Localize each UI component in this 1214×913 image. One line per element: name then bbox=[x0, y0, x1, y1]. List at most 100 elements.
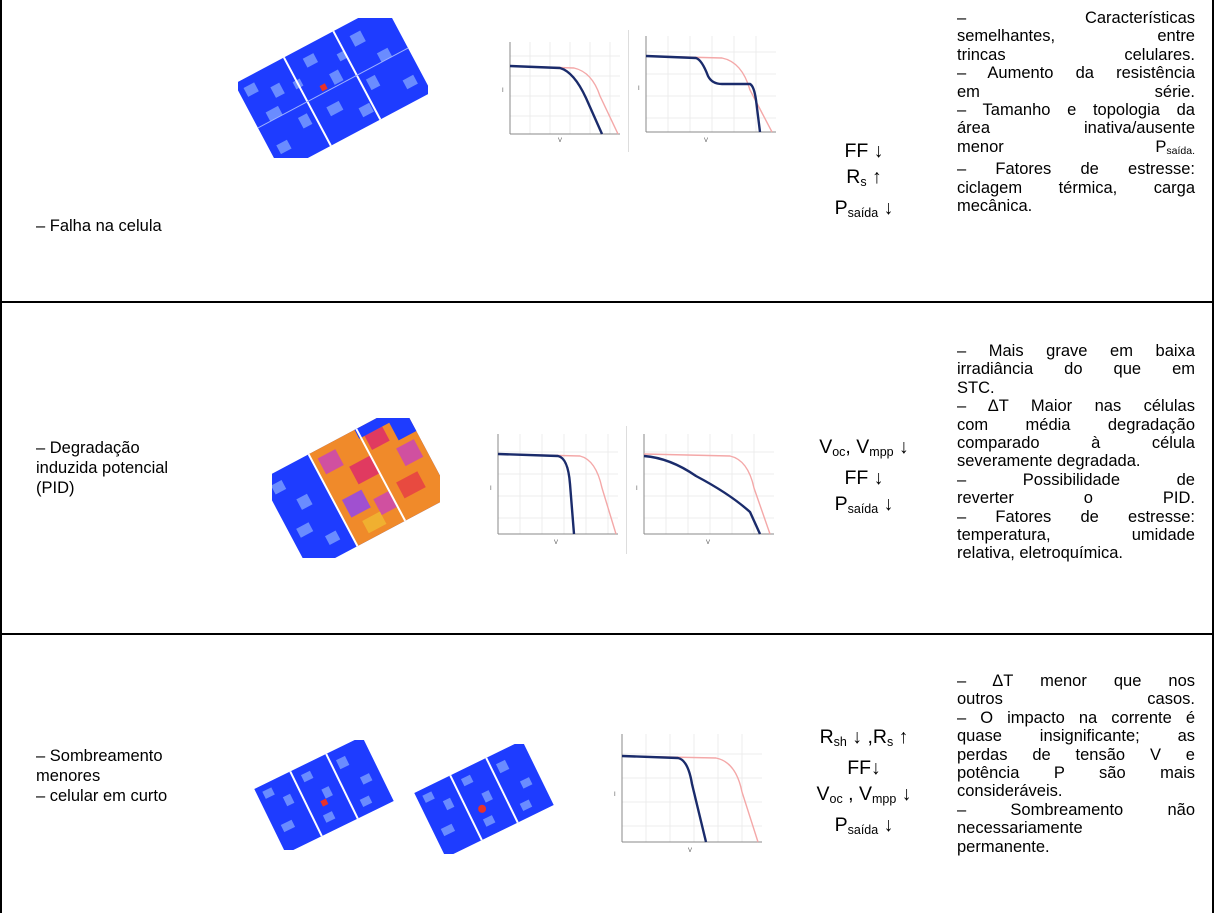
row-label: – Sombreamento menores – celular em curt… bbox=[36, 746, 167, 806]
thermal-image bbox=[238, 18, 428, 158]
y-axis-label: I bbox=[502, 88, 504, 94]
row-label: – Falha na celula bbox=[36, 216, 162, 236]
desc-line: irradiância do que em bbox=[957, 360, 1195, 379]
desc-line: – Possibilidade de bbox=[957, 470, 1195, 489]
module-cells bbox=[262, 755, 373, 833]
desc-line: quase insignificante; as bbox=[957, 727, 1195, 746]
table-right-border bbox=[1212, 0, 1214, 913]
desc-line: em série. bbox=[957, 82, 1195, 101]
param-line: Voc, Vmpp ↓ bbox=[819, 436, 909, 459]
desc-line: relativa, eletroquímica. bbox=[957, 544, 1123, 563]
chart-separator bbox=[626, 426, 627, 554]
desc-line: necessariamente bbox=[957, 819, 1083, 838]
hotspot bbox=[320, 798, 329, 807]
param-line: Psaída ↓ bbox=[834, 493, 894, 516]
desc-line: menor Psaída. bbox=[957, 137, 1195, 157]
desc-line: – Aumento da resistência bbox=[957, 64, 1195, 83]
iv-curve bbox=[509, 64, 604, 135]
hotspot bbox=[478, 804, 487, 813]
description: – Mais grave em baixa irradiância do que… bbox=[957, 342, 1195, 563]
desc-line: – ΔT menor que nos bbox=[957, 672, 1195, 690]
desc-line: permanente. bbox=[957, 837, 1050, 856]
module-cells bbox=[422, 759, 533, 837]
row-label-line: induzida potencial bbox=[36, 459, 169, 477]
electrical-parameters: FF ↓ Rs ↑ Psaída ↓ bbox=[786, 138, 942, 226]
thermal-image-1 bbox=[254, 740, 394, 850]
param-line: FF ↓ bbox=[844, 140, 884, 162]
electrical-parameters: Voc, Vmpp ↓ FF ↓ Psaída ↓ bbox=[786, 434, 942, 522]
thermal-image bbox=[272, 418, 440, 558]
x-axis-label: V bbox=[704, 138, 708, 144]
desc-line: com média degradação bbox=[957, 415, 1195, 434]
desc-line: – Mais grave em baixa bbox=[957, 342, 1195, 360]
row-label: – Degradação induzida potencial (PID) bbox=[36, 438, 168, 498]
iv-curve bbox=[645, 54, 762, 133]
desc-line: STC. bbox=[957, 378, 995, 397]
desc-line: potência P são mais bbox=[957, 764, 1195, 783]
desc-line: ciclagem térmica, carga bbox=[957, 178, 1195, 197]
y-axis-label: I bbox=[638, 86, 640, 92]
reference-curve bbox=[509, 65, 619, 135]
param-line: Psaída ↓ bbox=[834, 197, 894, 220]
desc-line: severamente degradada. bbox=[957, 452, 1141, 471]
desc-line: área inativa/ausente bbox=[957, 119, 1195, 138]
desc-line: – Fatores de estresse: bbox=[957, 160, 1195, 179]
row-label-line: – Degradação bbox=[36, 439, 140, 457]
desc-line: reverter o PID. bbox=[957, 489, 1195, 508]
param-line: Rsh ↓ ,Rs ↑ bbox=[819, 726, 909, 749]
iv-chart-reference: I V bbox=[490, 434, 618, 546]
desc-line: – Fatores de estresse: bbox=[957, 507, 1195, 526]
reference-curve bbox=[645, 55, 773, 133]
table-left-border bbox=[0, 0, 2, 913]
y-axis-label: I bbox=[614, 792, 616, 798]
reference-curve bbox=[643, 453, 771, 535]
desc-line: – Tamanho e topologia da bbox=[957, 101, 1195, 120]
iv-curve bbox=[643, 454, 762, 535]
row-label-line: menores bbox=[36, 767, 101, 785]
x-axis-label: V bbox=[554, 540, 558, 546]
x-axis-label: V bbox=[706, 540, 710, 546]
x-axis-label: V bbox=[558, 138, 562, 144]
iv-chart-failure: I V bbox=[638, 36, 776, 144]
x-axis-label: V bbox=[688, 848, 692, 854]
row-label-line: – Falha na celula bbox=[36, 217, 162, 235]
param-line: FF↓ bbox=[847, 757, 881, 779]
iv-curve bbox=[497, 452, 576, 535]
desc-line: mecânica. bbox=[957, 197, 1033, 216]
iv-chart-pid: I V bbox=[636, 434, 774, 546]
row-divider-2 bbox=[0, 633, 1214, 635]
hotspot bbox=[319, 83, 328, 92]
description: – ΔT menor que nos outros casos. – O imp… bbox=[957, 672, 1195, 856]
desc-line: temperatura, umidade bbox=[957, 526, 1195, 545]
row-divider-1 bbox=[0, 301, 1214, 303]
y-axis-label: I bbox=[490, 486, 492, 492]
desc-line: consideráveis. bbox=[957, 782, 1063, 801]
iv-chart-shading: I V bbox=[614, 734, 762, 854]
row-label-line: (PID) bbox=[36, 479, 75, 497]
module-cells bbox=[243, 30, 418, 155]
reference-curve bbox=[621, 755, 759, 843]
chart-separator bbox=[628, 30, 629, 152]
thermal-image-2 bbox=[414, 744, 554, 854]
row-label-line: – celular em curto bbox=[36, 787, 168, 805]
iv-curve bbox=[621, 754, 708, 843]
row-label-line: – Sombreamento bbox=[36, 747, 163, 765]
description: – Características semelhantes, entre tri… bbox=[957, 9, 1195, 215]
param-line: Rs ↑ bbox=[846, 166, 882, 189]
reference-curve bbox=[497, 453, 617, 535]
desc-line: outros casos. bbox=[957, 690, 1195, 709]
iv-chart-reference: I V bbox=[502, 42, 620, 144]
y-axis-label: I bbox=[636, 486, 638, 492]
param-line: Psaída ↓ bbox=[834, 814, 894, 837]
desc-line: – Características bbox=[957, 9, 1195, 27]
param-line: Voc , Vmpp ↓ bbox=[816, 783, 912, 806]
desc-line: – O impacto na corrente é bbox=[957, 708, 1195, 727]
electrical-parameters: Rsh ↓ ,Rs ↑ FF↓ Voc , Vmpp ↓ Psaída ↓ bbox=[786, 724, 942, 843]
desc-line: semelhantes, entre bbox=[957, 27, 1195, 46]
desc-line: – Sombreamento não bbox=[957, 800, 1195, 819]
param-line: FF ↓ bbox=[844, 467, 884, 489]
desc-line: perdas de tensão V e bbox=[957, 745, 1195, 764]
desc-line: – ΔT Maior nas células bbox=[957, 397, 1195, 416]
desc-line: comparado à célula bbox=[957, 434, 1195, 453]
desc-line: trincas celulares. bbox=[957, 45, 1195, 64]
